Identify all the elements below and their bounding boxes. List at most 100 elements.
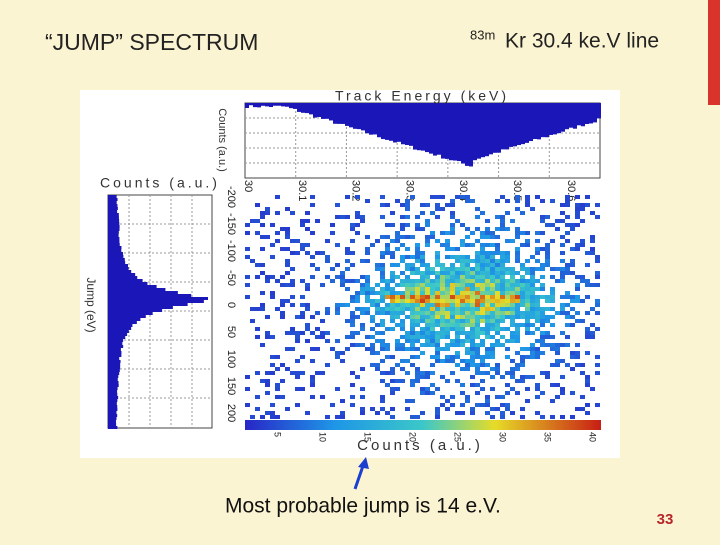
heatmap-cell (340, 415, 345, 419)
heatmap-cell (455, 299, 460, 303)
colorbar-cell (493, 420, 495, 430)
colorbar-cell (317, 420, 319, 430)
heatmap-cell (495, 235, 500, 239)
heatmap-cell (500, 411, 505, 415)
heatmap-cell (525, 295, 530, 299)
heatmap-cell (460, 283, 465, 287)
histogram-bar (108, 375, 119, 378)
heatmap-cell (450, 319, 455, 323)
heatmap-cell (475, 323, 480, 327)
heatmap-cell (505, 407, 510, 411)
heatmap-cell (525, 291, 530, 295)
heatmap-cell (525, 283, 530, 287)
heatmap-cell (400, 259, 405, 263)
heatmap-cell (515, 391, 520, 395)
histogram-bar (273, 103, 277, 106)
heatmap-cell (285, 263, 290, 267)
heatmap-cell (300, 331, 305, 335)
histogram-bar (373, 103, 377, 135)
histogram-bar (108, 240, 120, 243)
heatmap-cell (565, 271, 570, 275)
heatmap-cell (465, 351, 470, 355)
heatmap-cell (490, 319, 495, 323)
histogram-bar (108, 399, 118, 402)
heatmap-cell (250, 307, 255, 311)
heatmap-cell (300, 295, 305, 299)
histogram-bar (265, 103, 269, 107)
heatmap-cell (280, 247, 285, 251)
histogram-bar (553, 103, 557, 135)
heatmap-cell (400, 235, 405, 239)
histogram-bar (108, 414, 118, 417)
heatmap-cell (595, 363, 600, 367)
heatmap-cell (445, 399, 450, 403)
colorbar-cell (533, 420, 535, 430)
heatmap-cell (520, 311, 525, 315)
heatmap-cell (500, 263, 505, 267)
heatmap-cell (440, 283, 445, 287)
heatmap-cell (430, 231, 435, 235)
heatmap-cell (570, 227, 575, 231)
histogram-bar (277, 103, 281, 106)
heatmap-cell (430, 311, 435, 315)
axis-title: Counts (a.u.) (100, 175, 220, 191)
heatmap-cell (405, 287, 410, 291)
heatmap-cell (390, 287, 395, 291)
histogram-bar (108, 393, 118, 396)
heatmap-cell (435, 359, 440, 363)
colorbar-cell (597, 420, 599, 430)
histogram-bar (313, 103, 317, 118)
heatmap-cell (515, 227, 520, 231)
heatmap-cell (565, 215, 570, 219)
heatmap-cell (410, 307, 415, 311)
heatmap-cell (570, 315, 575, 319)
heatmap-cell (430, 319, 435, 323)
heatmap-cell (385, 291, 390, 295)
heatmap-cell (405, 263, 410, 267)
heatmap-cell (590, 247, 595, 251)
histogram-bar (457, 103, 461, 162)
heatmap-cell (570, 355, 575, 359)
heatmap-cell (385, 203, 390, 207)
slide-title: “JUMP” SPECTRUM (45, 29, 258, 55)
heatmap-cell (400, 283, 405, 287)
heatmap-cell (415, 415, 420, 419)
heatmap-cell (540, 295, 545, 299)
heatmap-cell (415, 279, 420, 283)
heatmap-cell (395, 323, 400, 327)
heatmap-cell (515, 247, 520, 251)
heatmap-cell (390, 255, 395, 259)
heatmap-cell (565, 323, 570, 327)
heatmap-cell (520, 299, 525, 303)
heatmap-cell (415, 287, 420, 291)
heatmap-cell (300, 387, 305, 391)
heatmap-cell (425, 271, 430, 275)
heatmap-cell (575, 295, 580, 299)
heatmap-cell (575, 407, 580, 411)
heatmap-cell (420, 315, 425, 319)
heatmap-cell (435, 291, 440, 295)
colorbar-cell (499, 420, 501, 430)
heatmap-cell (490, 343, 495, 347)
histogram-bar (108, 342, 123, 345)
heatmap-cell (530, 351, 535, 355)
histogram-bar (325, 103, 329, 119)
heatmap-cell (445, 331, 450, 335)
heatmap-cell (335, 275, 340, 279)
histogram-bar (321, 103, 325, 119)
heatmap-cell (380, 323, 385, 327)
heatmap-cell (420, 259, 425, 263)
heatmap-cell (385, 295, 390, 299)
heatmap-cell (505, 291, 510, 295)
heatmap-cell (420, 255, 425, 259)
heatmap-cell (455, 319, 460, 323)
heatmap-cell (535, 307, 540, 311)
heatmap-cell (540, 311, 545, 315)
heatmap-cell (450, 267, 455, 271)
histogram-bar (473, 103, 477, 161)
heatmap-cell (525, 307, 530, 311)
heatmap-cell (485, 255, 490, 259)
heatmap-cell (540, 215, 545, 219)
colorbar-cell (383, 420, 385, 430)
heatmap-cell (405, 303, 410, 307)
